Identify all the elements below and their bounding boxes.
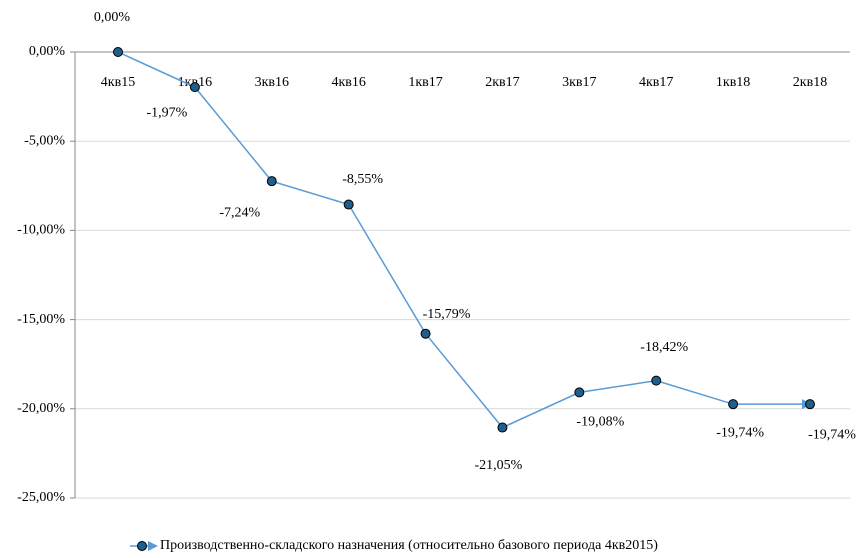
data-label: -19,08% bbox=[576, 415, 624, 430]
legend-label: Производственно-складского назначения (о… bbox=[160, 538, 658, 553]
marker bbox=[728, 399, 739, 410]
data-label: -15,79% bbox=[423, 307, 471, 322]
x-tick-label: 4кв16 bbox=[331, 75, 365, 90]
x-tick-label: 2кв17 bbox=[485, 75, 519, 90]
marker bbox=[343, 199, 354, 210]
data-label: -8,55% bbox=[342, 172, 383, 187]
marker bbox=[420, 328, 431, 339]
x-tick-label: 4кв17 bbox=[639, 75, 673, 90]
x-tick-label: 1кв17 bbox=[408, 75, 442, 90]
data-label: -7,24% bbox=[219, 205, 260, 220]
marker bbox=[113, 47, 123, 57]
y-tick-label: -10,00% bbox=[17, 223, 65, 238]
line bbox=[117, 51, 812, 429]
data-label: -1,97% bbox=[146, 105, 187, 120]
marker bbox=[266, 176, 277, 187]
y-tick-label: -15,00% bbox=[17, 312, 65, 327]
marker bbox=[805, 399, 815, 410]
y-tick-label: -5,00% bbox=[24, 133, 65, 148]
data-label: -18,42% bbox=[640, 340, 688, 355]
marker bbox=[189, 82, 200, 93]
y-tick-label: -25,00% bbox=[17, 490, 65, 505]
data-label: -19,74% bbox=[716, 425, 764, 440]
data-label: -19,74% bbox=[808, 427, 856, 442]
marker bbox=[651, 375, 662, 386]
x-tick-label: 1кв18 bbox=[716, 75, 750, 90]
x-tick-label: 4кв15 bbox=[101, 75, 135, 90]
legend-marker bbox=[137, 541, 147, 551]
x-tick-label: 2кв18 bbox=[793, 75, 827, 90]
y-tick-label: -20,00% bbox=[17, 401, 65, 416]
marker bbox=[497, 422, 508, 433]
x-tick-label: 3кв16 bbox=[255, 75, 289, 90]
marker bbox=[574, 387, 585, 398]
y-tick-label: 0,00% bbox=[29, 44, 66, 59]
data-label: 0,00% bbox=[94, 10, 131, 25]
data-label: -21,05% bbox=[475, 458, 523, 473]
x-tick-label: 3кв17 bbox=[562, 75, 596, 90]
